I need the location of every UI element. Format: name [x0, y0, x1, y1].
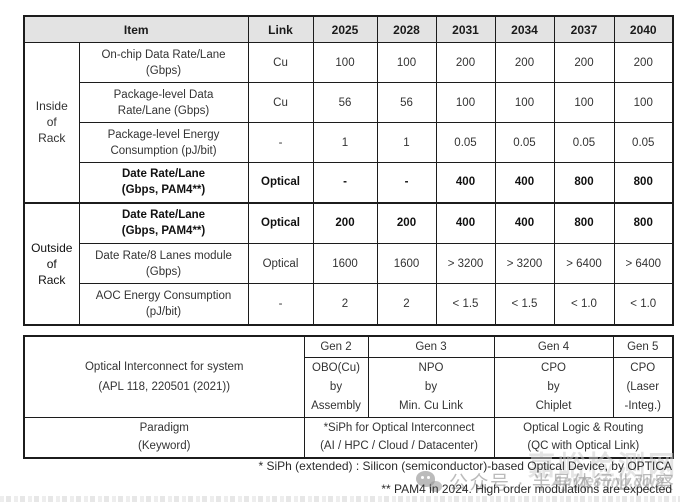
paradigm-label-cell: Paradigm (Keyword) [23, 416, 305, 459]
value-cell: 400 [494, 162, 555, 203]
link-cell: - [247, 283, 314, 325]
item-cell: Date Rate/Lane (Gbps, PAM4**) [78, 162, 249, 203]
table-header-row: Item Link 2025 2028 2031 2034 2037 2040 [23, 15, 674, 43]
value-cell: 1 [312, 122, 378, 163]
gen-header-cell: Gen 2 [303, 335, 369, 358]
item-cell: Date Rate/8 Lanes module (Gbps) [78, 243, 249, 284]
table-row: AOC Energy Consumption (pJ/bit) - 2 2 < … [24, 283, 674, 325]
table-row: Package-level Energy Consumption (pJ/bit… [24, 122, 674, 163]
value-cell: 800 [553, 201, 615, 244]
link-cell: Optical [247, 162, 314, 203]
value-cell: > 3200 [435, 243, 496, 284]
value-cell: 400 [435, 201, 496, 244]
paradigm-cell: *SiPh for Optical Interconnect (AI / HPC… [303, 416, 495, 459]
gen-header-cell: Gen 3 [367, 335, 495, 358]
value-cell: 0.05 [435, 122, 496, 163]
gen-header-row: Optical Interconnect for system (APL 118… [23, 335, 674, 418]
item-cell: Package-level Data Rate/Lane (Gbps) [78, 82, 249, 123]
value-cell: 0.05 [613, 122, 674, 163]
generation-table: Optical Interconnect for system (APL 118… [23, 335, 674, 459]
value-cell: 800 [553, 162, 615, 203]
value-cell: 200 [553, 42, 615, 83]
value-cell: > 6400 [553, 243, 615, 284]
col-header-year: 2034 [494, 15, 555, 43]
col-header-year: 2040 [613, 15, 674, 43]
paradigm-row: Paradigm (Keyword) *SiPh for Optical Int… [23, 416, 674, 459]
value-cell: < 1.5 [435, 283, 496, 325]
system-desc-cell: Optical Interconnect for system (APL 118… [23, 335, 305, 418]
value-cell: 100 [435, 82, 496, 123]
item-cell: Package-level Energy Consumption (pJ/bit… [78, 122, 249, 163]
col-header-year: 2028 [376, 15, 437, 43]
wechat-watermark: 公众号 · 半导体行业观察 [416, 468, 675, 495]
value-cell: 1600 [312, 243, 378, 284]
value-cell: 0.05 [553, 122, 615, 163]
roadmap-table: Item Link 2025 2028 2031 2034 2037 2040 … [23, 15, 674, 326]
footnote-pam4: ** PAM4 in 2024. High order modulations … [381, 482, 672, 496]
item-cell: Date Rate/Lane (Gbps, PAM4**) [78, 201, 249, 244]
gen-header-cell: Gen 4 [493, 335, 614, 358]
group-cell-outside-rack: Outside of Rack [23, 201, 80, 325]
value-cell: 100 [553, 82, 615, 123]
value-cell: 1600 [376, 243, 437, 284]
value-cell: 56 [312, 82, 378, 123]
table-row: Outside of Rack Date Rate/Lane (Gbps, PA… [23, 201, 674, 325]
gen-detail-cell: OBO(Cu) by Assembly [303, 356, 369, 418]
value-cell: 2 [376, 283, 437, 325]
value-cell: - [376, 162, 437, 203]
gen-detail-cell: CPO (Laser -Integ.) [612, 356, 674, 418]
table-row: Package-level Data Rate/Lane (Gbps) Cu 5… [24, 82, 674, 123]
value-cell: 200 [312, 201, 378, 244]
value-cell: 200 [376, 201, 437, 244]
value-cell: 100 [613, 82, 674, 123]
link-cell: Optical [247, 243, 314, 284]
value-cell: > 3200 [494, 243, 555, 284]
item-cell: AOC Energy Consumption (pJ/bit) [78, 283, 249, 325]
wechat-icon [416, 471, 442, 492]
value-cell: 100 [494, 82, 555, 123]
value-cell: 0.05 [494, 122, 555, 163]
value-cell: 200 [613, 42, 674, 83]
link-cell: Optical [247, 201, 314, 244]
link-cell: - [247, 122, 314, 163]
link-cell: Cu [247, 82, 314, 123]
paradigm-cell: Optical Logic & Routing (QC with Optical… [493, 416, 674, 459]
clipped-watermark-strip [0, 496, 680, 502]
item-cell: On-chip Data Rate/Lane (Gbps) [78, 42, 249, 83]
value-cell: 400 [494, 201, 555, 244]
footnote-siph: * SiPh (extended) : Silicon (semiconduct… [258, 459, 672, 473]
value-cell: 100 [376, 42, 437, 83]
value-cell: - [312, 162, 378, 203]
gen-detail-cell: NPO by Min. Cu Link [367, 356, 495, 418]
value-cell: 2 [312, 283, 378, 325]
table-row: Date Rate/8 Lanes module (Gbps) Optical … [24, 243, 674, 284]
value-cell: 800 [613, 162, 674, 203]
value-cell: < 1.0 [553, 283, 615, 325]
link-cell: Cu [247, 42, 314, 83]
gen-header-cell: Gen 5 [612, 335, 674, 358]
value-cell: 100 [312, 42, 378, 83]
value-cell: 200 [435, 42, 496, 83]
table-row: Inside of Rack On-chip Data Rate/Lane (G… [23, 42, 674, 203]
value-cell: 1 [376, 122, 437, 163]
gen-detail-row: OBO(Cu) by Assembly NPO by Min. Cu Link … [24, 356, 674, 418]
group-cell-inside-rack: Inside of Rack [23, 42, 80, 203]
gen-detail-cell: CPO by Chiplet [493, 356, 614, 418]
value-cell: 800 [613, 201, 674, 244]
col-header-year: 2031 [435, 15, 496, 43]
value-cell: 200 [494, 42, 555, 83]
col-header-item: Item [23, 15, 249, 43]
col-header-link: Link [247, 15, 314, 43]
col-header-year: 2037 [553, 15, 615, 43]
col-header-year: 2025 [312, 15, 378, 43]
value-cell: > 6400 [613, 243, 674, 284]
watermark-site-name: 嘉峪检测网 [528, 451, 678, 481]
wechat-watermark-label: 公众号 · 半导体行业观察 [449, 473, 676, 494]
table-row: Date Rate/Lane (Gbps, PAM4**) Optical - … [24, 162, 674, 203]
value-cell: 400 [435, 162, 496, 203]
value-cell: < 1.0 [613, 283, 674, 325]
value-cell: 56 [376, 82, 437, 123]
value-cell: < 1.5 [494, 283, 555, 325]
